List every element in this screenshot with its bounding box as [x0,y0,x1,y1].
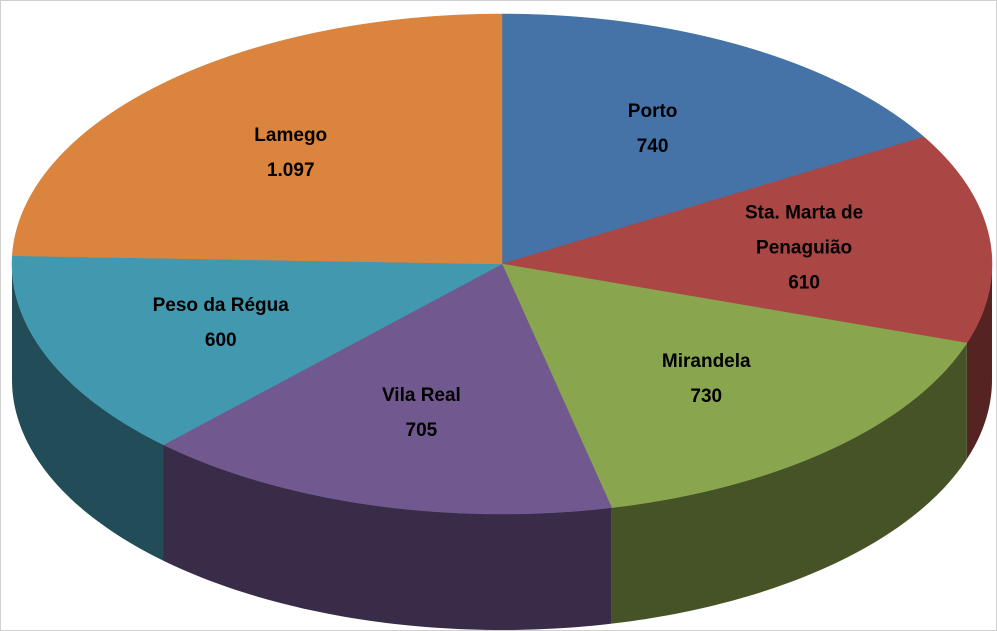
value-label: 600 [204,329,237,351]
category-label: Porto [627,101,678,123]
slice [501,13,925,265]
slice [501,263,968,508]
slice-side [163,444,612,630]
slice [501,136,993,344]
category-label: Vila Real [381,385,461,407]
value-label: 740 [636,136,669,158]
data-label: Mirandela 730 [662,344,751,414]
data-label: Sta. Marta de Penaguião 610 [734,195,874,300]
slice [11,255,503,446]
category-label: Peso da Régua [152,294,289,316]
category-label: Lamego [254,124,328,146]
slice-side [611,343,967,624]
slice-side [966,264,992,460]
value-label: 705 [405,420,438,442]
data-label: Lamego 1.097 [254,118,327,188]
value-label: 610 [788,272,820,294]
data-label: Porto 740 [628,94,678,164]
value-label: 1.097 [266,159,315,181]
category-label: Mirandela [661,350,751,372]
slice [11,13,503,265]
value-label: 730 [690,385,723,407]
slice [162,263,613,515]
data-label: Peso da Régua 600 [153,288,289,358]
data-label: Vila Real 705 [382,378,461,448]
slice-side [12,264,164,561]
category-label: Sta. Marta de Penaguião [744,202,864,259]
